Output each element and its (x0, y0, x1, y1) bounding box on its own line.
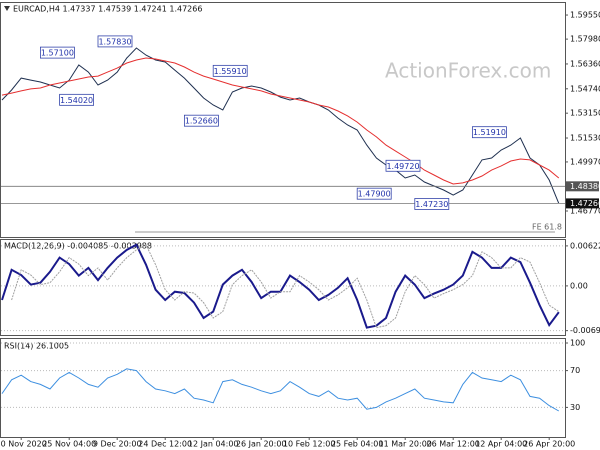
x-tick-label: 25 Feb 04:00 (331, 440, 383, 449)
y-tick-label: 0.00 (570, 281, 588, 290)
y-tick-label: 30 (570, 403, 580, 412)
y-tick-label: 1.57980 (570, 35, 600, 44)
annotation-label: 1.47900 (358, 190, 391, 199)
x-tick-label: 26 Mar 12:00 (426, 440, 479, 449)
annotation-box (183, 114, 219, 127)
annotation-box (97, 35, 133, 48)
series-line (1, 368, 560, 412)
x-tick-label: 12 Jan 04:00 (188, 440, 239, 449)
x-tick-label: 25 Nov 04:00 (42, 440, 96, 449)
fe-label: FE 61.8 (532, 223, 562, 232)
level-label: 1.48380 (570, 182, 600, 191)
y-tick-label: 0.006227 (570, 241, 600, 250)
x-tick-label: 11 Mar 20:00 (378, 440, 431, 449)
rsi-title: RSI(14) 26.1005 (4, 342, 69, 351)
series-line (11, 244, 560, 329)
y-tick-label: 70 (570, 366, 580, 375)
y-tick-label: 1.49970 (570, 157, 600, 166)
y-tick-label: 1.53150 (570, 109, 600, 118)
annotation-box (385, 159, 421, 172)
annotation-label: 1.55910 (214, 67, 247, 76)
annotation-box (356, 187, 392, 200)
y-tick-label: 1.46770 (570, 207, 600, 216)
y-tick-label: 1.51530 (570, 134, 600, 143)
x-tick-label: 9 Dec 20:00 (93, 440, 142, 449)
annotation-label: 1.57100 (41, 49, 74, 58)
annotation-label: 1.52660 (185, 117, 218, 126)
watermark: ActionForex.com (385, 59, 551, 83)
x-tick-label: 10 Feb 12:00 (283, 440, 335, 449)
macd-title: MACD(12,26,9) -0.004085 -0.003988 (4, 242, 152, 251)
annotation-box (59, 93, 94, 106)
series-line (1, 57, 560, 185)
y-tick-label: 100 (570, 339, 585, 348)
x-tick-label: 26 Jan 20:00 (236, 440, 287, 449)
annotation-box (471, 126, 507, 139)
price-panel (0, 2, 566, 238)
rsi-panel (0, 338, 566, 438)
annotation-label: 1.47230 (415, 200, 448, 209)
x-tick-label: 26 Apr 20:00 (523, 440, 575, 449)
annotation-label: 1.54020 (60, 96, 93, 105)
y-tick-label: -0.006964 (570, 326, 600, 335)
level-tag (566, 198, 599, 209)
annotation-label: 1.51910 (473, 128, 506, 137)
macd-panel (0, 239, 566, 336)
x-tick-label: 10 Nov 2020 (0, 440, 47, 449)
series-line (1, 47, 560, 204)
annotation-box (40, 46, 75, 59)
symbol-icon (4, 6, 10, 11)
y-tick-label: 1.54740 (570, 84, 600, 93)
y-tick-label: 1.56360 (570, 59, 600, 68)
annotation-label: 1.49720 (386, 162, 419, 171)
annotation-box (212, 64, 248, 77)
level-tag (566, 181, 599, 192)
y-tick-label: 1.59550 (570, 11, 600, 20)
annotation-label: 1.57830 (98, 37, 131, 46)
level-label: 1.47266 (570, 199, 600, 208)
x-tick-label: 24 Dec 12:00 (138, 440, 192, 449)
x-tick-label: 12 Apr 04:00 (475, 440, 527, 449)
annotation-box (414, 198, 450, 210)
price-title: EURCAD,H4 1.47337 1.47539 1.47241 1.4726… (13, 5, 202, 14)
